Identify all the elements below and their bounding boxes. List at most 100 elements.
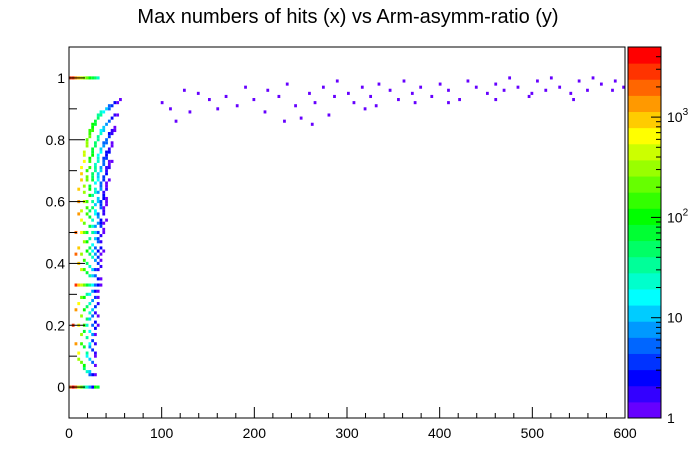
heatmap-cell <box>96 289 100 293</box>
heatmap-cell <box>94 162 97 167</box>
heatmap-cell <box>80 178 83 182</box>
heatmap-cell <box>294 104 297 108</box>
heatmap-cell <box>80 342 83 346</box>
heatmap-cell <box>91 283 95 287</box>
heatmap-cell <box>102 196 106 201</box>
heatmap-cell <box>94 252 97 256</box>
heatmap-cell <box>99 283 103 287</box>
heatmap-cell <box>96 196 100 201</box>
heatmap-cell <box>91 385 95 389</box>
heatmap-cell <box>105 200 108 204</box>
heatmap-cell <box>85 200 89 204</box>
heatmap-cell <box>88 159 92 163</box>
heatmap-cell <box>113 113 117 117</box>
heatmap-cells <box>69 76 625 389</box>
heatmap-cell <box>94 246 97 250</box>
heatmap-cell <box>88 274 92 278</box>
heatmap-cell <box>85 138 89 142</box>
heatmap-cell <box>82 230 86 235</box>
heatmap-cell <box>413 101 417 105</box>
heatmap-cell <box>611 88 614 92</box>
heatmap-cell <box>107 150 111 154</box>
heatmap-cell <box>377 82 381 86</box>
heatmap-cell <box>188 110 192 114</box>
plot-frame <box>68 46 626 419</box>
heatmap-cell <box>105 122 108 126</box>
heatmap-cell <box>99 166 103 170</box>
heatmap-cell <box>102 209 106 213</box>
heatmap-cell <box>91 178 95 182</box>
heatmap-cell <box>85 385 89 389</box>
colorbar-swatch <box>628 63 661 80</box>
heatmap-cell <box>96 172 100 176</box>
heatmap-cell <box>110 141 114 145</box>
heatmap-cell <box>102 141 106 145</box>
heatmap-cell <box>102 190 106 194</box>
heatmap-cell <box>94 268 97 272</box>
heatmap-cell <box>82 345 86 349</box>
heatmap-cell <box>99 150 103 154</box>
heatmap-cell <box>105 156 108 160</box>
heatmap-cell <box>102 162 106 167</box>
heatmap-cell <box>94 187 97 191</box>
heatmap-cell <box>88 215 92 219</box>
heatmap-cell <box>99 128 103 133</box>
heatmap-cell <box>105 150 108 154</box>
heatmap-cell <box>88 302 92 306</box>
heatmap-cell <box>283 119 286 123</box>
heatmap-cell <box>82 258 86 262</box>
colorbar-label: 102 <box>667 207 689 225</box>
heatmap-cell <box>91 289 95 293</box>
heatmap-cell <box>96 230 100 235</box>
heatmap-cell <box>82 329 86 333</box>
colorbar-swatch <box>628 305 661 322</box>
heatmap-cell <box>110 159 114 163</box>
heatmap-cell <box>107 159 111 163</box>
heatmap-cell <box>94 363 97 367</box>
heatmap-cell <box>77 283 81 287</box>
heatmap-cell <box>99 221 103 225</box>
axes: 0 100 200 300 400 500 600 0 0.2 0.4 0.6 0.8 1 <box>46 46 637 441</box>
heatmap-cell <box>105 181 108 185</box>
heatmap-cell <box>438 82 442 86</box>
heatmap-cell <box>91 360 95 364</box>
heatmap-cell <box>88 292 92 296</box>
heatmap-cell <box>94 283 97 287</box>
heatmap-cell <box>88 370 92 374</box>
heatmap-cell <box>85 370 89 374</box>
colorbar-label: 10 <box>667 310 683 326</box>
heatmap-cell <box>102 128 106 133</box>
heatmap-cell <box>99 224 103 228</box>
heatmap-cell <box>80 295 83 299</box>
heatmap-cell <box>107 132 111 136</box>
heatmap-cell <box>327 113 331 117</box>
heatmap-cell <box>369 94 373 99</box>
heatmap-cell <box>80 166 83 170</box>
heatmap-cell <box>99 240 103 244</box>
heatmap-cell <box>99 181 103 185</box>
colorbar-swatch <box>628 401 661 419</box>
heatmap-cell <box>502 88 506 92</box>
heatmap-cell <box>85 212 89 216</box>
heatmap-cell <box>99 234 103 238</box>
heatmap-cell <box>94 237 97 241</box>
heatmap-cell <box>94 209 97 213</box>
heatmap-cell <box>110 104 114 108</box>
heatmap-cell <box>96 153 100 157</box>
heatmap-cell <box>558 85 562 89</box>
x-tick-label: 500 <box>521 425 545 441</box>
heatmap-cell <box>80 172 83 176</box>
heatmap-cell <box>85 292 89 296</box>
heatmap-cell <box>96 156 100 160</box>
heatmap-cell <box>94 76 97 80</box>
heatmap-cell <box>85 283 89 287</box>
heatmap-cell <box>252 98 256 102</box>
heatmap-cell <box>96 261 100 265</box>
colorbar-swatch <box>628 127 661 145</box>
heatmap-cell <box>544 88 548 92</box>
heatmap-cell <box>94 212 97 216</box>
heatmap-cell <box>88 317 92 321</box>
heatmap-cell <box>91 218 95 222</box>
heatmap-cell <box>586 88 589 92</box>
